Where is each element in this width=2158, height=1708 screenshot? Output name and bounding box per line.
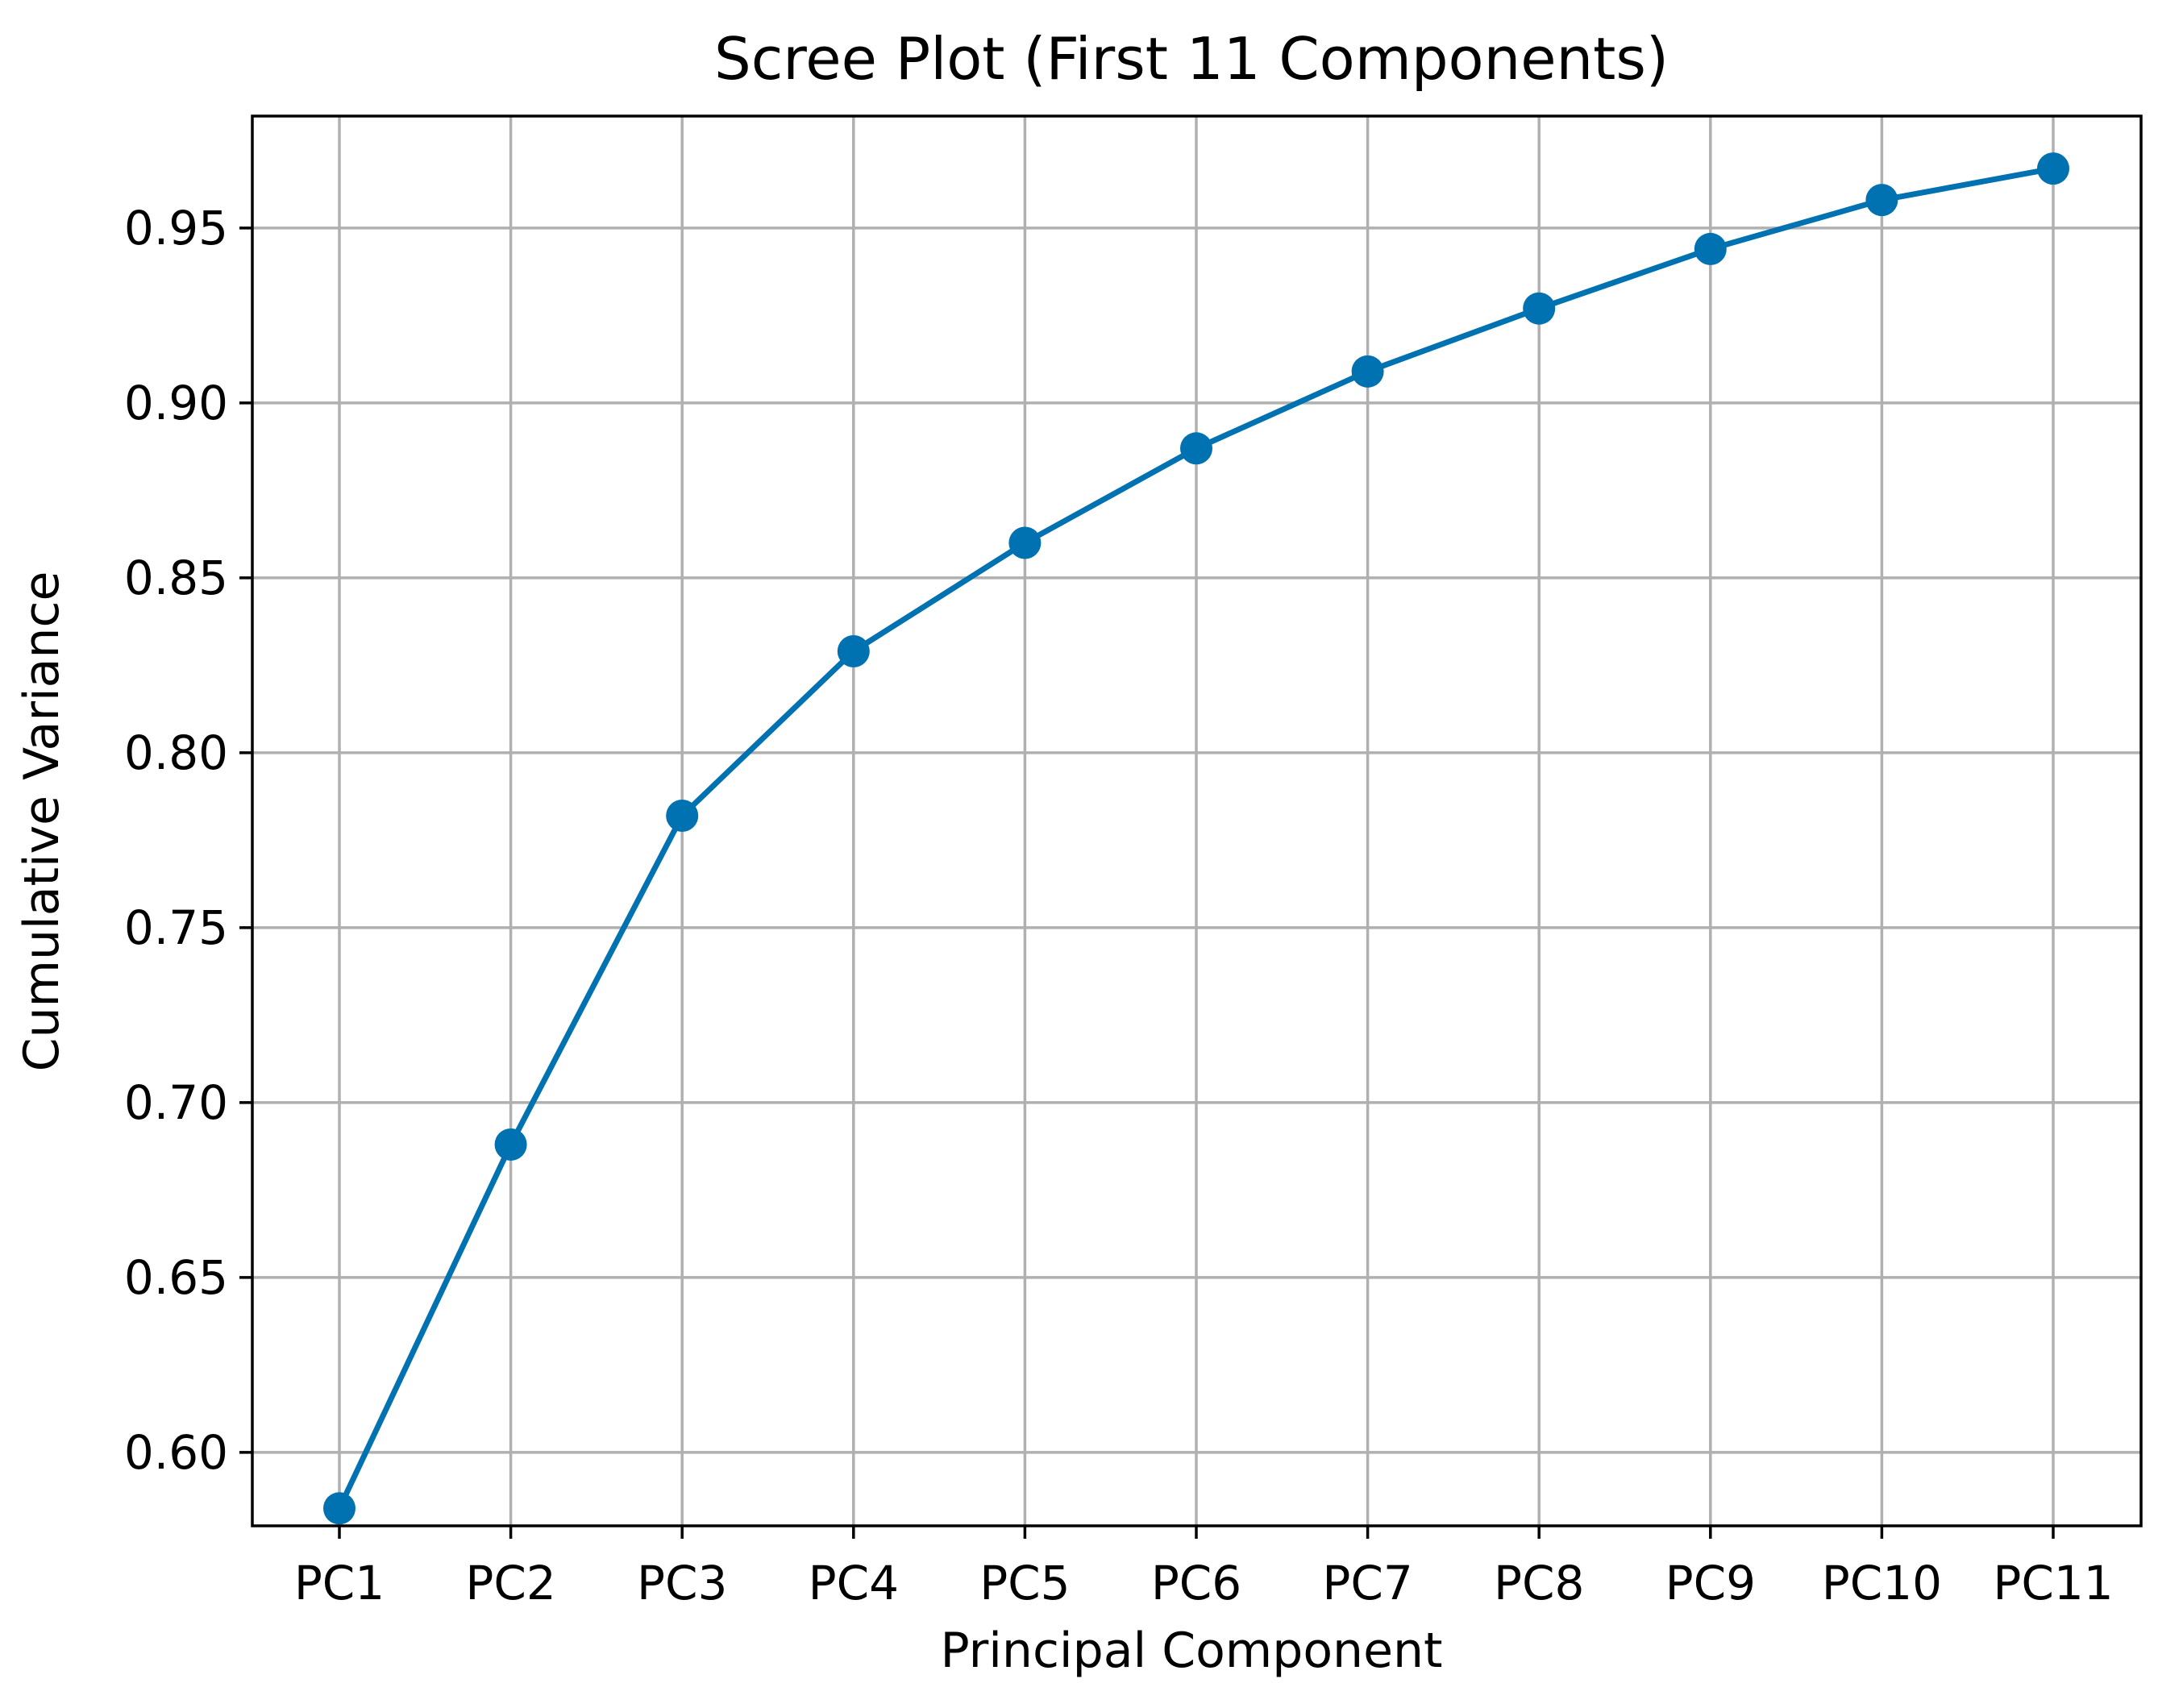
x-axis-ticks: PC1 PC2 PC3 PC4 PC5 PC6 PC7 PC8 PC9 PC10 PC11	[294, 1526, 2114, 1610]
data-point-pc8	[1523, 292, 1556, 325]
x-tick-label: PC2	[465, 1556, 555, 1610]
x-tick-label: PC7	[1322, 1556, 1412, 1610]
data-point-pc2	[494, 1128, 527, 1161]
x-tick-label: PC5	[979, 1556, 1070, 1610]
data-point-pc1	[323, 1492, 356, 1525]
y-tick-label: 0.95	[124, 201, 228, 256]
data-point-pc6	[1180, 432, 1212, 465]
grid-lines	[252, 116, 2141, 1526]
series-layer	[323, 152, 2069, 1525]
y-axis-ticks: 0.60 0.65 0.70 0.75 0.80 0.85 0.90 0.95	[124, 201, 252, 1480]
x-tick-label: PC8	[1494, 1556, 1584, 1610]
x-tick-label: PC3	[637, 1556, 727, 1610]
data-point-pc10	[1865, 184, 1898, 217]
data-point-pc4	[837, 635, 870, 668]
x-tick-label: PC10	[1822, 1556, 1942, 1610]
data-point-pc7	[1351, 355, 1384, 388]
y-tick-label: 0.80	[124, 725, 228, 780]
x-axis-label: Principal Component	[940, 1623, 1442, 1679]
data-point-pc3	[666, 799, 699, 832]
y-tick-label: 0.90	[124, 376, 228, 430]
x-tick-label: PC11	[1993, 1556, 2113, 1610]
data-point-pc5	[1008, 526, 1042, 559]
x-tick-label: PC1	[294, 1556, 385, 1610]
data-point-pc11	[2037, 152, 2069, 185]
x-tick-label: PC9	[1665, 1556, 1756, 1610]
data-point-pc9	[1694, 232, 1727, 265]
y-tick-label: 0.85	[124, 551, 228, 605]
y-tick-label: 0.75	[124, 900, 228, 955]
y-tick-label: 0.70	[124, 1075, 228, 1130]
chart-title: Scree Plot (First 11 Components)	[714, 25, 1669, 93]
x-tick-label: PC4	[809, 1556, 899, 1610]
y-tick-label: 0.65	[124, 1250, 228, 1305]
y-tick-label: 0.60	[124, 1425, 228, 1480]
y-axis-label: Cumulative Variance	[14, 571, 70, 1072]
x-tick-label: PC6	[1151, 1556, 1241, 1610]
